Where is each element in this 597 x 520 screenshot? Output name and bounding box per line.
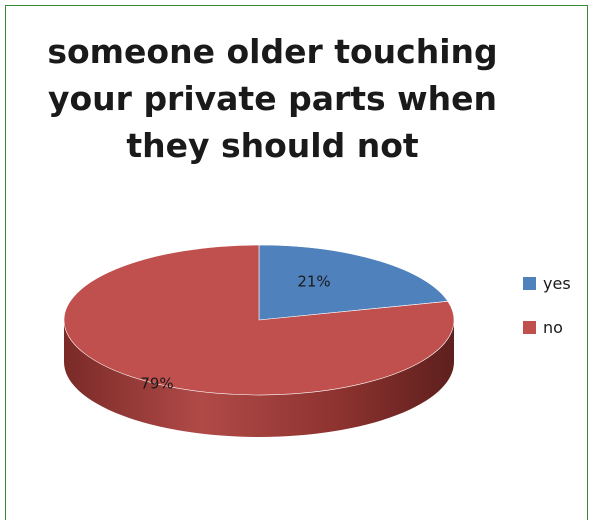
legend-label-yes: yes <box>543 273 571 293</box>
pie-slice-no <box>63 244 455 396</box>
chart-title-line-1: someone older touching <box>47 32 498 71</box>
legend-item-no: no <box>523 317 571 337</box>
data-label-no: 79% <box>140 375 173 393</box>
chart-title-line-3: they should not <box>126 126 419 165</box>
chart-title: someone older touching your private part… <box>0 28 545 169</box>
data-label-yes: 21% <box>297 273 330 291</box>
pie-top <box>63 244 455 396</box>
pie-side-wall <box>64 320 454 437</box>
legend-swatch-no <box>523 320 536 334</box>
pie-slice-yes <box>258 244 449 321</box>
legend-swatch-yes <box>523 276 536 290</box>
legend: yes no <box>523 273 571 361</box>
pie-side-no <box>64 320 454 437</box>
legend-label-no: no <box>543 317 563 337</box>
chart-title-line-2: your private parts when <box>48 79 497 118</box>
legend-item-yes: yes <box>523 273 571 293</box>
pie-data-labels: 21% 79% <box>140 273 330 393</box>
